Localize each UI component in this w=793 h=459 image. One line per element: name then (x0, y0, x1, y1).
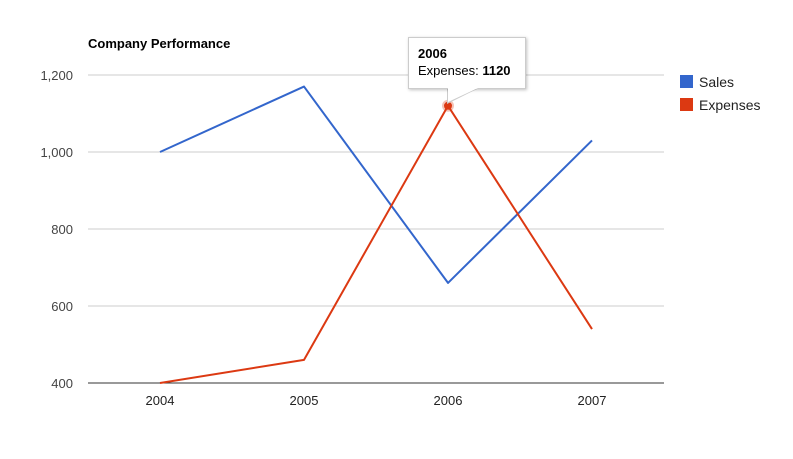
series-line-sales (159, 85, 593, 284)
x-tick-label: 2005 (290, 393, 319, 408)
y-tick-label: 1,000 (40, 145, 73, 160)
legend-swatch-expenses (680, 98, 693, 111)
y-tick-label: 800 (51, 222, 73, 237)
y-tick-label: 1,200 (40, 68, 73, 83)
tooltip-tail (448, 88, 478, 102)
legend-label-sales: Sales (699, 74, 734, 90)
series-line-expenses (159, 104, 593, 384)
x-tick-label: 2007 (578, 393, 607, 408)
tooltip-value: 1120 (482, 63, 511, 78)
y-tick-label: 600 (51, 299, 73, 314)
chart-title: Company Performance (88, 36, 231, 51)
legend-swatch-sales (680, 75, 693, 88)
tooltip-body: Expenses: 1120 (418, 62, 525, 79)
x-tick-label: 2006 (434, 393, 463, 408)
tooltip-category: 2006 (418, 46, 447, 61)
legend-label-expenses: Expenses (699, 97, 760, 113)
y-tick-label: 400 (51, 376, 73, 391)
tooltip: 2006 Expenses: 1120 (408, 37, 526, 89)
x-tick-label: 2004 (146, 393, 175, 408)
tooltip-series-label: Expenses: (418, 63, 479, 78)
